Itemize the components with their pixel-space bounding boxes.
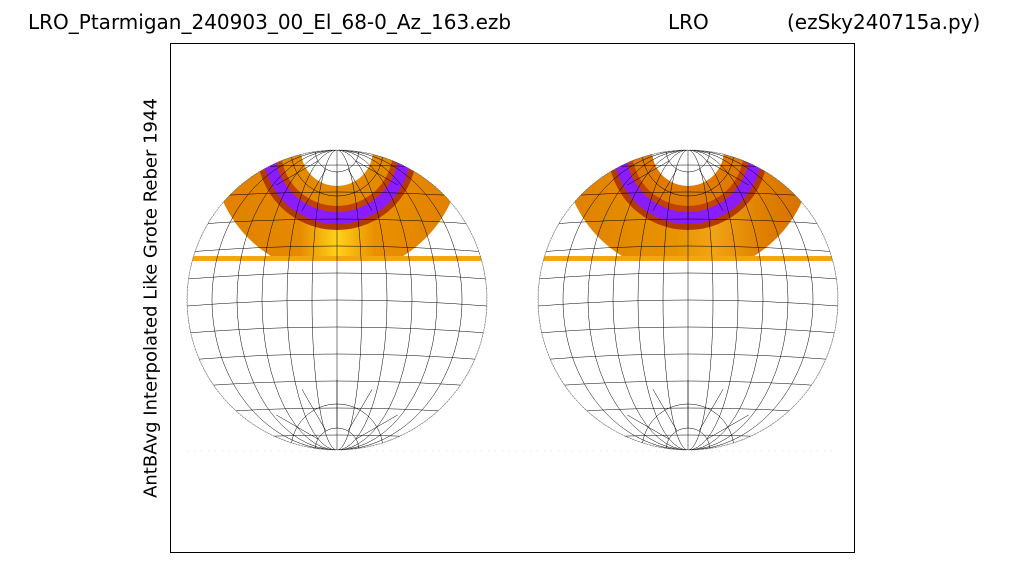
chart-title-file: LRO_Ptarmigan_240903_00_El_68-0_Az_163.e… xyxy=(28,10,512,34)
polar-spoke xyxy=(698,168,724,211)
parallel xyxy=(538,299,838,307)
polar-spoke xyxy=(706,160,749,186)
band-inner xyxy=(281,150,393,206)
parallel xyxy=(538,353,838,361)
parallel xyxy=(187,299,487,307)
meridian xyxy=(562,150,814,450)
parallel xyxy=(538,272,838,280)
polar-spoke xyxy=(301,389,327,432)
sky-panel-left-sky xyxy=(186,149,488,451)
sky-outline xyxy=(186,149,488,451)
polar-spoke xyxy=(355,160,398,186)
polar-spoke xyxy=(301,168,327,211)
plot-frame xyxy=(170,43,855,553)
meridian xyxy=(211,150,463,450)
polar-spoke xyxy=(276,160,319,186)
meridian xyxy=(236,150,438,450)
polar-spoke xyxy=(627,160,670,186)
sky-outline xyxy=(537,149,839,451)
parallel xyxy=(538,245,838,253)
band-inner xyxy=(632,150,744,206)
meridian xyxy=(587,150,789,450)
parallel xyxy=(187,326,487,334)
polar-spoke xyxy=(698,389,724,432)
meridian xyxy=(261,150,413,450)
polar-spoke xyxy=(706,414,749,440)
band-hole xyxy=(301,150,373,186)
polar-spoke xyxy=(355,414,398,440)
parallel xyxy=(538,326,838,334)
polar-spoke xyxy=(276,414,319,440)
parallel xyxy=(187,353,487,361)
meridian xyxy=(637,150,739,450)
polar-spoke xyxy=(652,168,678,211)
polar-spoke xyxy=(347,389,373,432)
band-main xyxy=(212,150,462,260)
meridian xyxy=(286,150,388,450)
polar-spoke xyxy=(347,168,373,211)
parallel xyxy=(187,245,487,253)
band-hole xyxy=(652,150,724,186)
band-main xyxy=(563,150,813,260)
chart-title-program: (ezSky240715a.py) xyxy=(787,10,981,34)
polar-spoke xyxy=(652,389,678,432)
meridian xyxy=(612,150,764,450)
polar-spoke xyxy=(627,414,670,440)
parallel xyxy=(187,272,487,280)
chart-title-site: LRO xyxy=(668,10,709,34)
sky-panel-right-sky xyxy=(537,149,839,451)
